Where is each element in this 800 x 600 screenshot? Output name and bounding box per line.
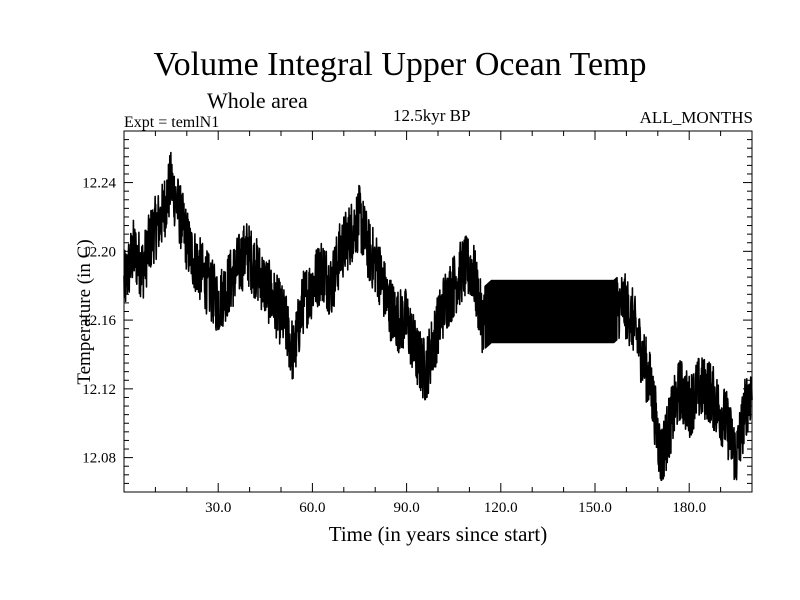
chart-title: Volume Integral Upper Ocean Temp (153, 46, 647, 83)
y-tick-label: 12.20 (82, 244, 116, 260)
series-line (123, 151, 753, 482)
x-tick-label: 120.0 (484, 500, 518, 516)
chart-subtitle: Whole area (207, 88, 308, 113)
experiment-label: Expt = temlN1 (124, 114, 220, 131)
x-tick-label: 60.0 (299, 500, 325, 516)
x-tick-label: 150.0 (578, 500, 612, 516)
x-tick-label: 30.0 (205, 500, 231, 516)
y-tick-label: 12.08 (82, 451, 116, 467)
y-tick-label: 12.12 (82, 382, 116, 398)
y-tick-label: 12.16 (82, 313, 116, 329)
period-label: 12.5kyr BP (393, 106, 471, 125)
y-tick-label: 12.24 (82, 176, 116, 192)
season-label: ALL_MONTHS (639, 108, 753, 127)
x-tick-label: 90.0 (393, 500, 419, 516)
x-tick-label: 180.0 (672, 500, 706, 516)
x-axis-label: Time (in years since start) (328, 522, 548, 546)
